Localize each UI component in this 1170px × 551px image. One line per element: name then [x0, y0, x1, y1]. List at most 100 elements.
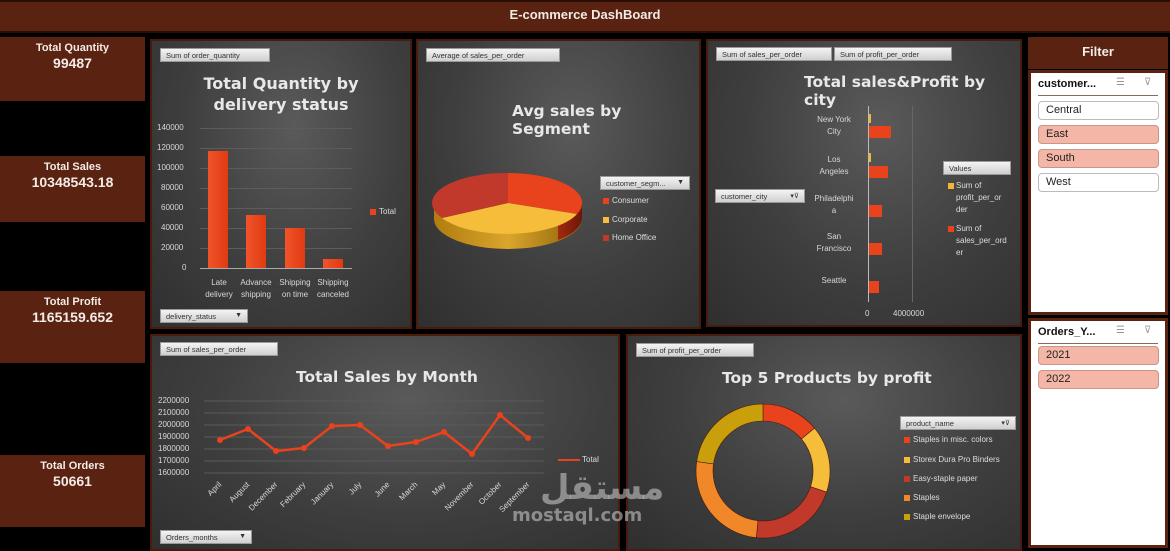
kpi-total-quantity: Total Quantity 99487	[0, 37, 145, 101]
kpi-label: Total Sales	[43, 161, 102, 173]
legend-item-product: Staples	[904, 493, 940, 502]
svg-text:March: March	[397, 481, 419, 502]
delivery-status-filter-button[interactable]: delivery_status ▼	[160, 309, 248, 323]
profit-bar[interactable]	[869, 153, 871, 162]
profit-bar[interactable]	[869, 114, 871, 123]
y-axis-line	[868, 106, 869, 302]
customer-segment-filter-button[interactable]: customer_segm... ▼	[600, 176, 690, 190]
quantity-chart-panel[interactable]: Sum of order_quantity Total Quantity by …	[150, 39, 412, 329]
bar-advance-shipping[interactable]	[246, 215, 266, 268]
y-tick: 0	[182, 263, 187, 272]
x-tick: 4000000	[893, 309, 925, 318]
month-axis-labels: April August December February January J…	[206, 481, 532, 514]
kpi-label: Total Quantity	[35, 42, 110, 54]
svg-text:July: July	[347, 481, 363, 496]
slicer-item-central[interactable]: Central	[1038, 101, 1159, 120]
svg-text:October: October	[477, 481, 504, 507]
slicer-item-2022[interactable]: 2022	[1038, 370, 1159, 389]
values-legend-header[interactable]: Values	[943, 161, 1011, 175]
legend-item-product: Staples in misc. colors	[904, 435, 993, 444]
dropdown-arrow-icon: ▼	[677, 179, 684, 186]
bar-shipping-canceled[interactable]	[323, 259, 343, 268]
products-doughnut-chart[interactable]	[694, 402, 832, 540]
monthly-sales-line-chart[interactable]	[204, 394, 549, 484]
y-tick: 1600000	[158, 468, 190, 477]
svg-text:January: January	[309, 481, 335, 507]
filter-header: Filter	[1028, 37, 1168, 69]
dashboard-title: E-commerce DashBoard	[509, 7, 661, 22]
kpi-label: Total Profit	[43, 296, 102, 308]
y-tick: 80000	[161, 183, 184, 192]
customer-region-slicer[interactable]: customer... ☰ ⊽ Central East South West	[1028, 70, 1168, 315]
y-tick: 60000	[161, 203, 184, 212]
sales-bar[interactable]	[869, 205, 882, 217]
kpi-value: 50661	[53, 473, 92, 489]
city-label: Philadelphi a	[814, 194, 854, 215]
watermark: مستقل mostaql.com	[512, 468, 665, 526]
sales-bar[interactable]	[869, 281, 879, 293]
kpi-total-orders: Total Orders 50661	[0, 455, 145, 527]
svg-text:April: April	[206, 481, 224, 498]
y-tick: 140000	[157, 123, 184, 132]
x-category: Advance shipping	[240, 278, 272, 299]
chart-title: Total sales&Profit by city	[804, 73, 986, 109]
x-tick: 0	[865, 309, 870, 318]
legend-item-total: Total	[558, 455, 599, 464]
segment-chart-panel[interactable]: Average of sales_per_order Avg sales by …	[416, 39, 701, 329]
kpi-value: 1165159.652	[32, 309, 113, 325]
sales-bar[interactable]	[869, 243, 882, 255]
legend-item-total: Total	[370, 207, 396, 216]
svg-text:February: February	[278, 481, 307, 509]
slicer-item-west[interactable]: West	[1038, 173, 1159, 192]
kpi-label: Total Orders	[40, 460, 105, 472]
legend-swatch	[370, 208, 376, 215]
bar-late-delivery[interactable]	[208, 151, 228, 268]
legend-item-corporate: Corporate	[603, 215, 648, 224]
multi-select-icon[interactable]: ☰	[1116, 77, 1125, 88]
svg-text:December: December	[247, 481, 280, 513]
average-sales-field-button[interactable]: Average of sales_per_order	[426, 48, 560, 62]
sales-bar[interactable]	[869, 126, 891, 138]
sum-sales-field-button[interactable]: Sum of sales_per_order	[716, 47, 832, 61]
chart-title: Total Quantity by delivery status	[152, 73, 410, 115]
chart-title: Avg sales by Segment	[512, 102, 622, 138]
segment-pie-chart[interactable]	[430, 156, 585, 256]
chart-title: Total Sales by Month	[296, 368, 478, 386]
slicer-item-2021[interactable]: 2021	[1038, 346, 1159, 365]
city-chart-panel[interactable]: Sum of sales_per_order Sum of profit_per…	[706, 39, 1022, 327]
sum-sales-field-button[interactable]: Sum of sales_per_order	[160, 342, 278, 356]
kpi-value: 99487	[53, 55, 92, 71]
legend-item-product: Storex Dura Pro Binders	[904, 455, 1000, 464]
city-label: Los Angeles	[819, 155, 849, 176]
product-name-filter-button[interactable]: product_name ▾⊽	[900, 416, 1016, 430]
orders-year-slicer[interactable]: Orders_Y... ☰ ⊽ 2021 2022	[1028, 318, 1168, 548]
products-chart-panel[interactable]: Sum of profit_per_order Top 5 Products b…	[626, 334, 1022, 551]
sum-profit-field-button[interactable]: Sum of profit_per_order	[636, 343, 754, 357]
legend-line-swatch	[558, 458, 580, 461]
customer-city-filter-button[interactable]: customer_city ▾⊽	[715, 189, 805, 203]
y-tick: 2200000	[158, 396, 190, 405]
x-category: Shipping canceled	[316, 278, 350, 299]
slicer-item-south[interactable]: South	[1038, 149, 1159, 168]
sales-bar[interactable]	[869, 166, 888, 178]
slicer-header: Orders_Y...	[1038, 326, 1096, 338]
orders-months-filter-button[interactable]: Orders_months ▼	[160, 530, 252, 544]
kpi-value: 10348543.18	[31, 174, 114, 190]
sum-order-quantity-field-button[interactable]: Sum of order_quantity	[160, 48, 270, 62]
city-label: New York City	[817, 115, 851, 136]
legend-item-product: Staple envelope	[904, 512, 970, 521]
multi-select-icon[interactable]: ☰	[1116, 325, 1125, 336]
month-chart-panel[interactable]: Sum of sales_per_order Total Sales by Mo…	[150, 334, 620, 551]
filter-dropdown-icon: ▾⊽	[1001, 420, 1010, 427]
kpi-total-profit: Total Profit 1165159.652	[0, 291, 145, 363]
svg-text:May: May	[430, 481, 447, 497]
sum-profit-field-button[interactable]: Sum of profit_per_order	[834, 47, 952, 61]
clear-filter-icon[interactable]: ⊽	[1144, 325, 1152, 336]
bar-shipping-on-time[interactable]	[285, 228, 305, 268]
legend-item-profit: Sum of profit_per_or der	[948, 180, 1001, 216]
dropdown-arrow-icon: ▼	[235, 312, 242, 319]
legend-item-product: Easy-staple paper	[904, 474, 977, 483]
clear-filter-icon[interactable]: ⊽	[1144, 77, 1152, 88]
x-category: Late delivery	[205, 278, 233, 299]
slicer-item-east[interactable]: East	[1038, 125, 1159, 144]
